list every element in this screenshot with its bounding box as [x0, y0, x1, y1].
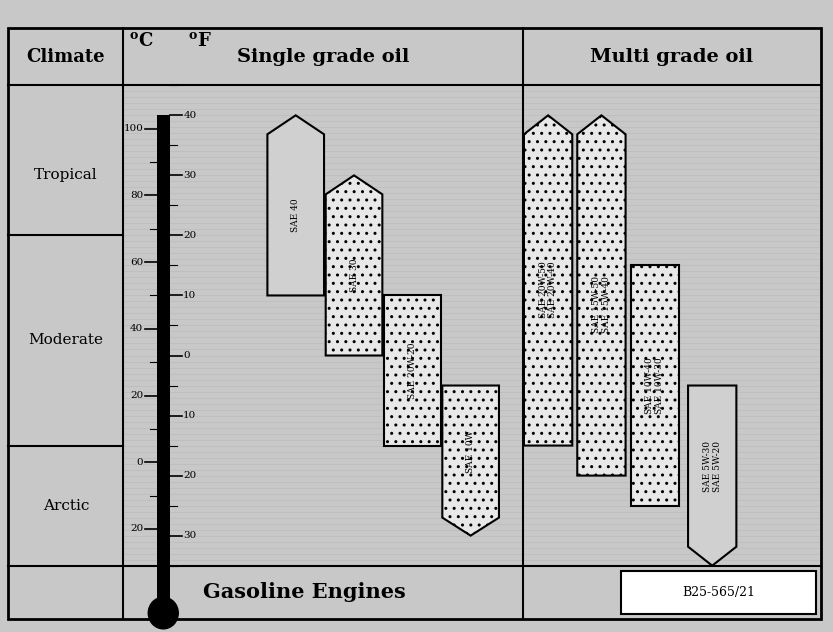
Text: Arctic: Arctic: [42, 499, 89, 513]
Text: SAE 10W-40
SAE 10W-30: SAE 10W-40 SAE 10W-30: [646, 357, 664, 414]
Text: 40: 40: [130, 324, 143, 333]
Text: SAE 5W-30
SAE 5W-20: SAE 5W-30 SAE 5W-20: [703, 441, 721, 492]
Text: Gasoline Engines: Gasoline Engines: [202, 583, 406, 602]
Polygon shape: [688, 386, 736, 566]
Bar: [157, 116, 170, 602]
Polygon shape: [326, 175, 382, 355]
Polygon shape: [267, 116, 324, 296]
Text: 20: 20: [183, 471, 197, 480]
Polygon shape: [384, 296, 441, 446]
Text: $\mathregular{^o}$F: $\mathregular{^o}$F: [188, 32, 212, 49]
Text: 20: 20: [130, 525, 143, 533]
Text: SAE 40: SAE 40: [292, 198, 300, 232]
Text: SAE 20W-50
SAE 20W-40: SAE 20W-50 SAE 20W-40: [539, 262, 557, 319]
Text: 20: 20: [183, 231, 197, 240]
Text: 0: 0: [137, 458, 143, 467]
Text: 100: 100: [123, 124, 143, 133]
Bar: [621, 571, 816, 614]
Text: 60: 60: [130, 258, 143, 267]
Text: Moderate: Moderate: [28, 334, 103, 348]
Polygon shape: [524, 116, 572, 446]
Text: SAE 20W-20: SAE 20W-20: [408, 343, 416, 399]
Polygon shape: [631, 265, 679, 506]
Text: 20: 20: [130, 391, 143, 400]
Text: 0: 0: [183, 351, 190, 360]
Text: $\mathregular{^o}$C: $\mathregular{^o}$C: [129, 32, 154, 49]
Ellipse shape: [148, 597, 178, 629]
Polygon shape: [577, 116, 626, 476]
Text: Single grade oil: Single grade oil: [237, 48, 409, 66]
Text: SAE 10W: SAE 10W: [466, 430, 475, 473]
Text: 30: 30: [183, 531, 197, 540]
Text: Multi grade oil: Multi grade oil: [591, 48, 753, 66]
Text: 10: 10: [183, 291, 197, 300]
Text: SAE 30: SAE 30: [350, 258, 358, 292]
Text: Climate: Climate: [27, 48, 105, 66]
Text: 30: 30: [183, 171, 197, 180]
Text: B25-565/21: B25-565/21: [682, 586, 755, 599]
Text: 10: 10: [183, 411, 197, 420]
Polygon shape: [442, 386, 499, 536]
Text: SAE 15W-50
SAE 15W-40: SAE 15W-50 SAE 15W-40: [592, 276, 611, 334]
Text: 80: 80: [130, 191, 143, 200]
Text: Tropical: Tropical: [34, 168, 97, 183]
Text: 40: 40: [183, 111, 197, 120]
